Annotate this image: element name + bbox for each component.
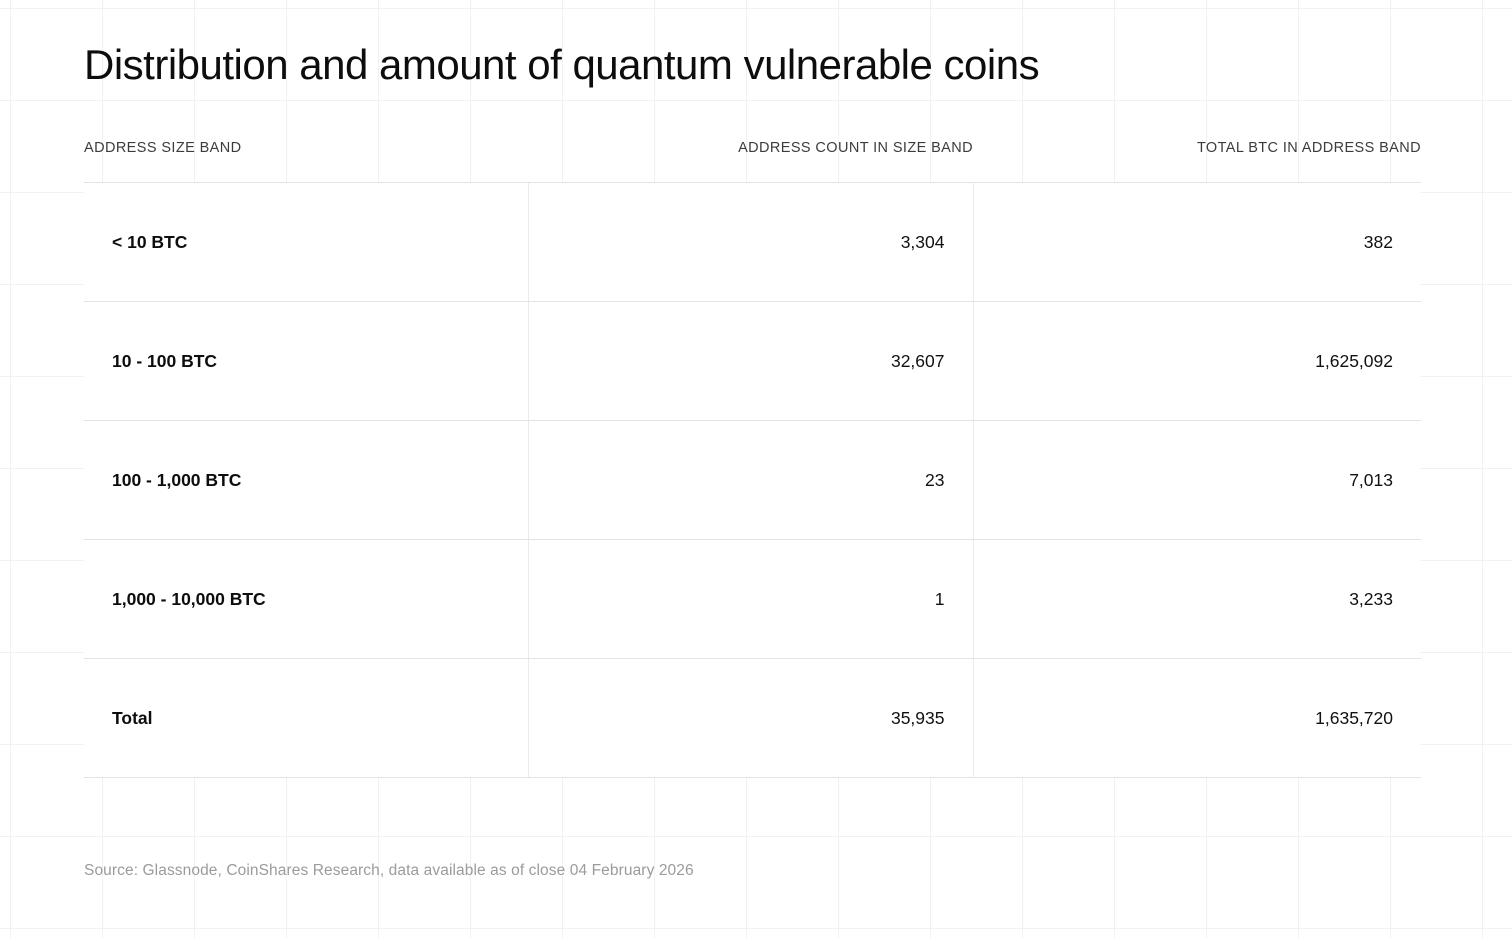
btc-cell: 1,635,720: [973, 658, 1421, 779]
column-header-total-btc: TOTAL BTC IN ADDRESS BAND: [973, 130, 1421, 184]
btc-cell: 382: [973, 182, 1421, 303]
btc-cell: 3,233: [973, 539, 1421, 660]
table-body: < 10 BTC 3,304 382 10 - 100 BTC 32,607 1…: [84, 182, 1421, 779]
source-note: Source: Glassnode, CoinShares Research, …: [84, 862, 694, 879]
table-row: 100 - 1,000 BTC 23 7,013: [84, 420, 1421, 541]
count-cell: 23: [528, 420, 974, 541]
content-area: Distribution and amount of quantum vulne…: [84, 0, 1421, 779]
count-cell: 32,607: [528, 301, 974, 422]
column-header-address-count: ADDRESS COUNT IN SIZE BAND: [528, 130, 973, 184]
table-row: < 10 BTC 3,304 382: [84, 182, 1421, 303]
column-header-address-size-band: ADDRESS SIZE BAND: [84, 130, 528, 184]
table-row-total: Total 35,935 1,635,720: [84, 658, 1421, 779]
btc-cell: 7,013: [973, 420, 1421, 541]
table-row: 1,000 - 10,000 BTC 1 3,233: [84, 539, 1421, 660]
count-cell: 1: [528, 539, 974, 660]
btc-cell: 1,625,092: [973, 301, 1421, 422]
count-cell: 35,935: [528, 658, 974, 779]
band-cell: 10 - 100 BTC: [84, 301, 529, 422]
band-cell: 1,000 - 10,000 BTC: [84, 539, 529, 660]
table-row: 10 - 100 BTC 32,607 1,625,092: [84, 301, 1421, 422]
band-cell: 100 - 1,000 BTC: [84, 420, 529, 541]
table-header: ADDRESS SIZE BAND ADDRESS COUNT IN SIZE …: [84, 130, 1421, 184]
count-cell: 3,304: [528, 182, 974, 303]
band-cell: < 10 BTC: [84, 182, 529, 303]
band-cell: Total: [84, 658, 529, 779]
header-row: ADDRESS SIZE BAND ADDRESS COUNT IN SIZE …: [84, 130, 1421, 184]
quantum-vulnerable-coins-table: ADDRESS SIZE BAND ADDRESS COUNT IN SIZE …: [84, 130, 1421, 779]
page-title: Distribution and amount of quantum vulne…: [84, 41, 1040, 88]
